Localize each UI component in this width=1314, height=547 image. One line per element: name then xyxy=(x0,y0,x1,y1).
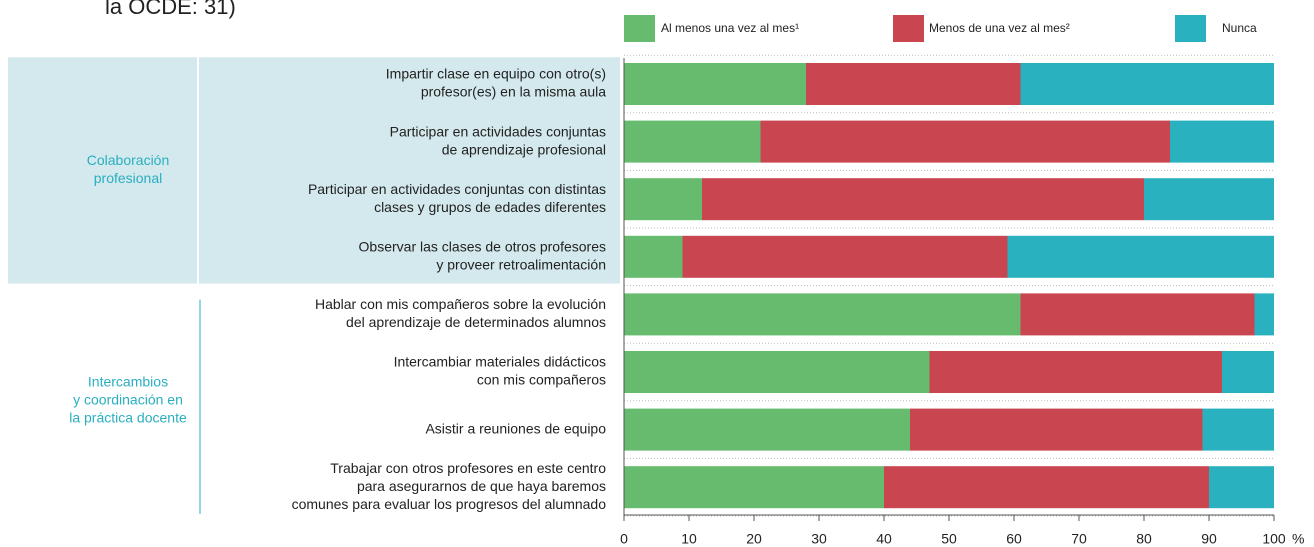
category-label: Intercambiar materiales didácticos xyxy=(394,354,606,370)
x-tick-label: 20 xyxy=(746,531,762,547)
bar-segment xyxy=(929,351,1222,393)
category-label: de aprendizaje profesional xyxy=(442,141,606,157)
group-label: profesional xyxy=(94,170,163,186)
bar-segment xyxy=(624,351,930,393)
legend-swatch xyxy=(1175,15,1206,42)
bar-segment xyxy=(910,408,1203,451)
group-label: Intercambios xyxy=(88,374,168,390)
category-label: Trabajar con otros profesores en este ce… xyxy=(330,460,606,476)
category-label: Hablar con mis compañeros sobre la evolu… xyxy=(315,296,606,312)
x-tick-label: 80 xyxy=(1136,531,1152,547)
legend-label: Menos de una vez al mes² xyxy=(929,21,1070,35)
bar-segment xyxy=(1170,120,1274,163)
category-label: y proveer retroalimentación xyxy=(436,257,606,273)
x-tick-label: 30 xyxy=(811,531,827,547)
category-label: profesor(es) en la misma aula xyxy=(421,84,606,100)
axis-unit: % xyxy=(1292,531,1304,547)
bar-segment xyxy=(702,178,1144,221)
bar-segment xyxy=(624,466,884,509)
bar-segment xyxy=(1020,293,1255,336)
bar-segment xyxy=(1144,178,1274,221)
x-tick-label: 0 xyxy=(620,531,628,547)
bar-segment xyxy=(624,408,910,451)
bar-segment xyxy=(624,293,1021,336)
category-label: para asegurarnos de que haya baremos xyxy=(357,478,606,494)
bar-segment xyxy=(1202,408,1274,451)
bar-segment xyxy=(884,466,1209,509)
x-tick-label: 10 xyxy=(681,531,697,547)
x-tick-label: 90 xyxy=(1201,531,1217,547)
x-tick-label: 100 xyxy=(1262,531,1286,547)
category-label: Participar en actividades conjuntas xyxy=(390,123,606,139)
x-tick-label: 50 xyxy=(941,531,957,547)
legend-swatch xyxy=(624,15,655,42)
bar-segment xyxy=(806,63,1021,105)
category-label: Participar en actividades conjuntas con … xyxy=(308,181,606,197)
category-label: Impartir clase en equipo con otro(s) xyxy=(386,66,606,82)
bar-segment xyxy=(1209,466,1274,509)
chart-title: la OCDE: 31) xyxy=(105,0,236,19)
group-label: Colaboración xyxy=(87,152,170,168)
bar-segment xyxy=(624,120,761,163)
bar-segment xyxy=(1020,63,1274,105)
legend-label: Al menos una vez al mes¹ xyxy=(661,21,799,35)
bar-segment xyxy=(760,120,1170,163)
category-label: clases y grupos de edades diferentes xyxy=(374,199,606,215)
bar-segment xyxy=(624,235,683,278)
x-tick-label: 40 xyxy=(876,531,892,547)
legend-swatch xyxy=(893,15,924,42)
bar-segment xyxy=(624,178,702,221)
x-tick-label: 60 xyxy=(1006,531,1022,547)
bar-segment xyxy=(624,63,806,105)
group-background xyxy=(8,57,620,284)
x-tick-label: 70 xyxy=(1071,531,1087,547)
legend-label: Nunca xyxy=(1222,21,1257,35)
bar-segment xyxy=(1254,293,1274,336)
group-label: y coordinación en xyxy=(73,392,183,408)
category-label: con mis compañeros xyxy=(477,372,606,388)
group-label: la práctica docente xyxy=(69,410,187,426)
category-label: Asistir a reuniones de equipo xyxy=(425,420,606,436)
category-label: comunes para evaluar los progresos del a… xyxy=(292,496,607,512)
category-label: del aprendizaje de determinados alumnos xyxy=(346,314,606,330)
bar-segment xyxy=(682,235,1008,278)
category-label: Observar las clases de otros profesores xyxy=(359,239,606,255)
bar-segment xyxy=(1007,235,1274,278)
bar-segment xyxy=(1222,351,1274,393)
